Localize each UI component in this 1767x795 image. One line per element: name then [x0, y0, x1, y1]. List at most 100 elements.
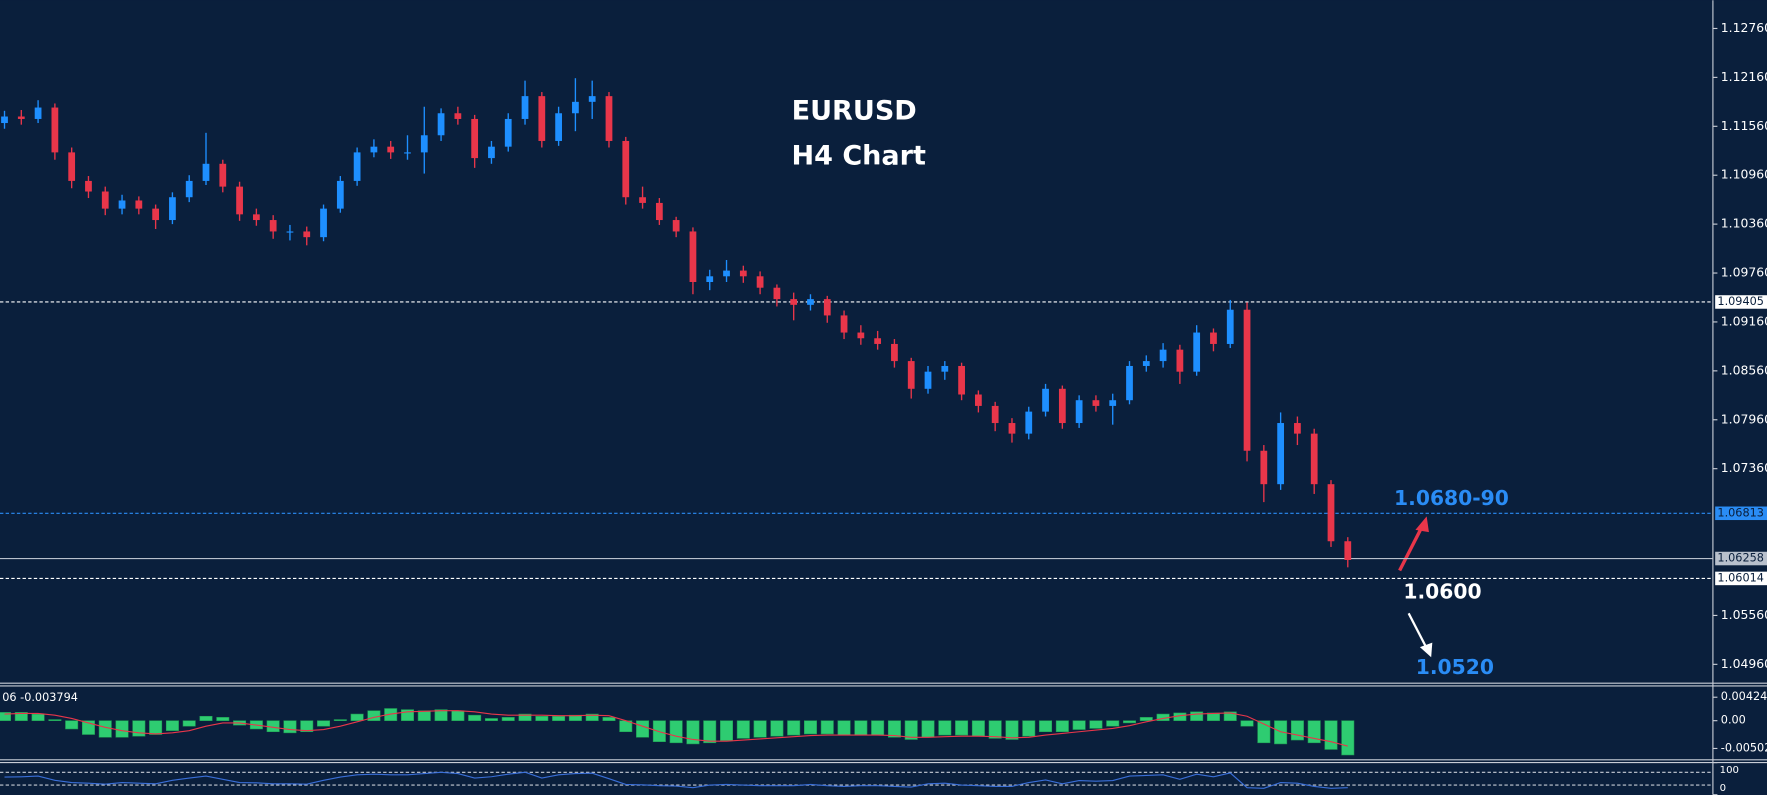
histogram-bar	[1324, 720, 1338, 750]
candle-body	[1210, 332, 1217, 344]
candle-body	[891, 343, 898, 362]
y-tick-label: 1.08560	[1721, 362, 1767, 377]
arrow	[1407, 612, 1428, 649]
candle-body	[252, 214, 260, 221]
indicator-line	[4, 771, 1348, 789]
arrow-head	[1419, 642, 1433, 658]
histogram-bar	[1341, 720, 1355, 756]
candle-body	[672, 220, 680, 232]
y-tick-label: 1.09160	[1721, 313, 1767, 328]
y-tick-label: 1.09760	[1721, 265, 1767, 280]
candle-body	[202, 163, 210, 181]
candle-body	[1310, 433, 1318, 485]
histogram-bar	[367, 710, 381, 721]
candle-body	[756, 276, 764, 288]
candle-body	[269, 220, 277, 232]
histogram-bar	[1290, 720, 1304, 741]
candle-body	[437, 113, 445, 136]
candle-body	[471, 118, 479, 159]
histogram-bar	[686, 720, 700, 745]
y-tick-label: 1.04960	[1721, 656, 1767, 671]
candle-body	[236, 186, 243, 215]
candle-body	[68, 152, 76, 181]
candle-body	[1243, 309, 1251, 451]
candle-body	[991, 405, 999, 424]
histogram-bar	[0, 712, 11, 721]
histogram-bar	[988, 720, 1002, 739]
candle-body	[1058, 388, 1066, 424]
level-label: 1.09405	[1717, 295, 1764, 308]
candle-body	[739, 270, 747, 277]
y-tick-label: 1.12760	[1721, 20, 1767, 35]
y-tick-label: 1.07360	[1721, 460, 1767, 475]
histogram-bar	[434, 709, 448, 721]
histogram-bar	[904, 720, 918, 740]
histogram-bar	[300, 720, 314, 733]
histogram-bar	[417, 710, 431, 721]
histogram-bar	[350, 713, 364, 721]
candle-body	[1075, 400, 1083, 424]
candle-body	[404, 152, 411, 154]
histogram-bar	[518, 713, 532, 721]
candle-body	[454, 113, 462, 119]
candle-body	[857, 332, 865, 339]
level-label: 1.06014	[1717, 571, 1764, 584]
candle-body	[521, 96, 529, 119]
histogram-bar	[1072, 720, 1086, 730]
candle-body	[588, 96, 596, 102]
y-tick-label: 1.10360	[1721, 216, 1767, 231]
histogram-bar	[115, 720, 129, 738]
candle-body	[1176, 349, 1184, 372]
candle-body	[1092, 400, 1100, 406]
candle-body	[34, 107, 42, 119]
candle-body	[723, 270, 730, 277]
histogram-bar	[720, 720, 734, 741]
candle-body	[504, 118, 512, 147]
histogram-bar	[736, 720, 750, 739]
histogram-bar	[65, 720, 79, 730]
candle-body	[655, 202, 663, 221]
candle-body	[135, 200, 143, 209]
histogram-bar	[283, 720, 297, 734]
y-tick-label: 1.05560	[1721, 607, 1767, 622]
candle-body	[773, 287, 781, 300]
histogram-bar	[1022, 720, 1036, 737]
histogram-bar	[1123, 720, 1136, 724]
candle-body	[17, 116, 25, 119]
y-tick-label: 1.11560	[1721, 118, 1767, 133]
candle-body	[488, 146, 495, 159]
histogram-bar	[552, 715, 566, 721]
histogram-bar	[753, 720, 767, 738]
candle-body	[538, 96, 546, 141]
candle-body	[572, 101, 579, 114]
histogram-bar	[602, 717, 616, 721]
candle-body	[874, 338, 882, 344]
histogram-bar	[468, 714, 482, 721]
candle-body	[823, 299, 831, 316]
arrow	[1398, 523, 1425, 572]
histogram-bar	[1257, 720, 1271, 744]
histogram-bar	[317, 720, 331, 727]
candle-body	[336, 180, 344, 209]
y-tick-label: 1.07960	[1721, 411, 1767, 426]
candle-body	[51, 107, 59, 153]
candle-body	[118, 200, 126, 209]
histogram-bar	[1190, 711, 1204, 721]
candle-body	[622, 140, 630, 198]
chart-title: EURUSD	[792, 95, 917, 126]
candle-body	[286, 231, 294, 233]
candle-body	[1025, 411, 1033, 434]
annotation: 1.0680-90	[1394, 486, 1509, 510]
histogram-bar	[1089, 720, 1103, 729]
annotation: 1.0600	[1403, 580, 1481, 604]
y-tick-label: 1.12160	[1721, 69, 1767, 84]
signal-line	[4, 710, 1348, 747]
histogram-bar	[803, 720, 817, 735]
histogram-bar	[854, 720, 868, 736]
histogram-bar	[1039, 720, 1053, 733]
histogram-bar	[669, 720, 683, 744]
histogram-bar	[1055, 720, 1069, 733]
candle-body	[1260, 450, 1268, 485]
histogram-bar	[770, 720, 784, 737]
